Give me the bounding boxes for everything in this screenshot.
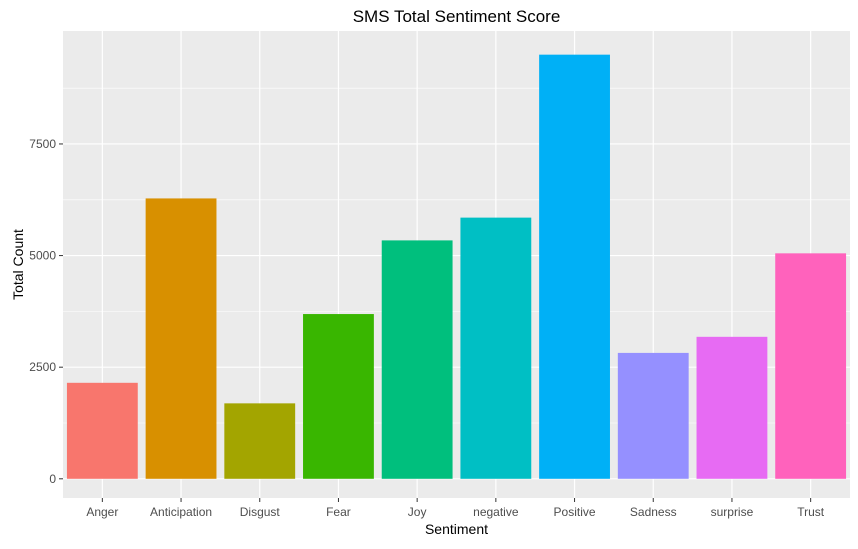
bar-joy (381, 240, 453, 479)
bar-fear (303, 314, 374, 479)
x-tick-label: negative (473, 505, 519, 519)
x-axis-ticks: Anger Anticipation Disgust Fear Joy negative P… (86, 498, 825, 519)
y-axis-ticks: 0 2500 5000 7500 (29, 137, 63, 486)
x-tick-label: Anticipation (150, 505, 212, 519)
bar-positive (539, 54, 610, 479)
bar-anticipation (145, 198, 217, 479)
bar-negative (460, 217, 532, 479)
x-tick-label: Joy (408, 505, 427, 519)
x-tick-label: Sadness (630, 505, 677, 519)
y-tick-label: 0 (49, 472, 56, 486)
bar-trust (775, 253, 847, 479)
y-tick-label: 7500 (29, 137, 56, 151)
x-tick-label: Trust (797, 505, 825, 519)
x-tick-label: Positive (554, 505, 596, 519)
x-axis-title: Sentiment (425, 521, 488, 537)
x-tick-label: Fear (326, 505, 351, 519)
x-tick-label: surprise (711, 505, 754, 519)
y-axis-title: Total Count (10, 229, 26, 300)
y-tick-label: 5000 (29, 249, 56, 263)
bar-surprise (696, 336, 768, 479)
y-tick-label: 2500 (29, 360, 56, 374)
bar-sadness (617, 352, 689, 479)
chart-title: SMS Total Sentiment Score (353, 7, 561, 26)
x-tick-label: Anger (86, 505, 118, 519)
bars (66, 54, 847, 479)
bar-anger (66, 382, 138, 479)
bar-disgust (224, 403, 296, 479)
x-tick-label: Disgust (240, 505, 281, 519)
